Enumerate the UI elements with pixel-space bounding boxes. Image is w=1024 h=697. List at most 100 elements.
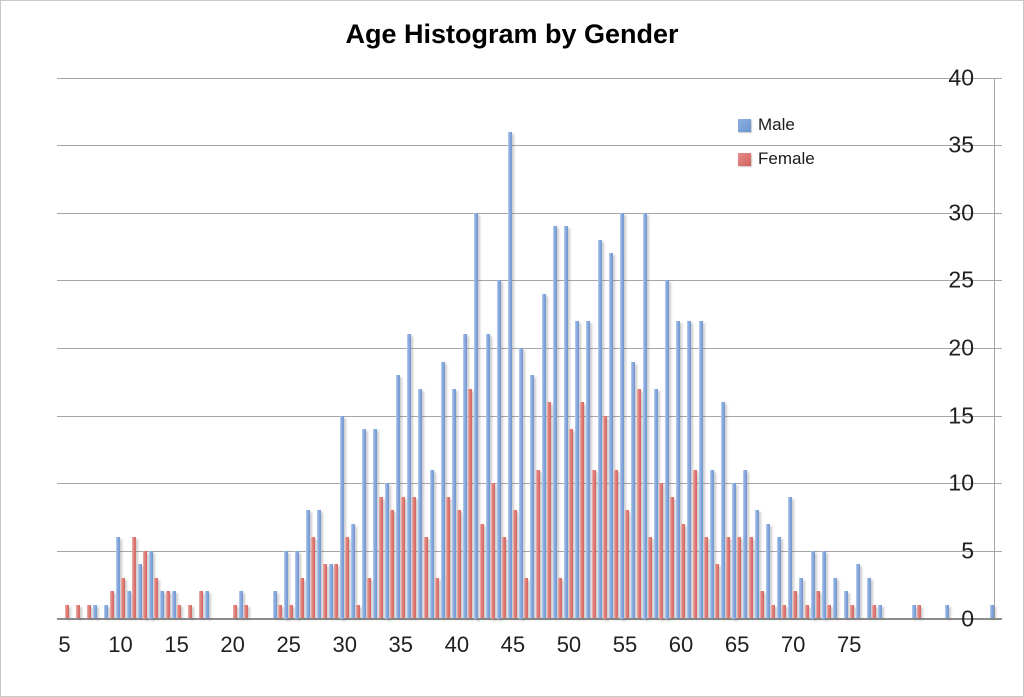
x-tick-label: 50 — [556, 632, 582, 657]
male-bar-age-47 — [530, 375, 534, 619]
female-bar-age-51 — [580, 402, 584, 619]
male-bar-age-76 — [856, 564, 860, 619]
female-bar-age-43 — [491, 483, 495, 619]
legend-item-male: Male — [738, 115, 795, 135]
female-bar-age-62 — [704, 537, 708, 619]
male-bar-age-72 — [811, 550, 815, 619]
female-bar-age-15 — [177, 604, 181, 619]
female-bar-age-57 — [648, 537, 652, 619]
female-bar-age-55 — [625, 510, 629, 619]
female-bar-age-48 — [547, 402, 551, 619]
female-bar-age-44 — [502, 537, 506, 619]
female-bar-age-61 — [693, 469, 697, 619]
female-bar-age-40 — [457, 510, 461, 619]
female-bar-age-35 — [401, 496, 405, 619]
male-bar-age-11 — [127, 591, 131, 619]
gridline — [57, 348, 1002, 349]
male-bar-age-67 — [755, 510, 759, 619]
y-tick-label: 0 — [961, 605, 974, 631]
male-bar-age-44 — [497, 280, 501, 619]
female-bar-age-50 — [569, 429, 573, 619]
male-bar-age-28 — [317, 510, 321, 619]
female-bar-age-63 — [715, 564, 719, 619]
female-bar-age-25 — [289, 604, 293, 619]
male-bar-age-40 — [452, 388, 456, 619]
male-bar-age-37 — [418, 388, 422, 619]
female-bar-age-73 — [827, 604, 831, 619]
x-tick-label: 20 — [220, 632, 245, 657]
female-bar-age-45 — [513, 510, 517, 619]
chart-title: Age Histogram by Gender — [345, 19, 679, 49]
female-bar-age-27 — [311, 537, 315, 619]
male-bar-age-18 — [205, 591, 209, 619]
female-bar-age-67 — [760, 591, 764, 619]
y-tick-label: 20 — [948, 334, 974, 361]
male-bar-age-45 — [508, 131, 512, 619]
male-bar-age-56 — [631, 361, 635, 619]
male-bar-age-59 — [665, 280, 669, 619]
x-tick-label: 30 — [332, 632, 357, 657]
gridline — [57, 483, 1002, 485]
female-legend-swatch-icon — [738, 152, 751, 166]
male-bar-age-34 — [385, 483, 389, 619]
female-bar-age-58 — [659, 483, 663, 619]
gridline — [57, 77, 1002, 79]
male-bar-age-32 — [362, 429, 366, 619]
y-tick-label: 25 — [948, 266, 974, 293]
gridline — [57, 145, 1002, 147]
female-bar-age-70 — [793, 591, 797, 619]
male-bar-age-58 — [654, 388, 658, 619]
female-bar-age-7 — [87, 604, 91, 619]
female-bar-age-37 — [424, 537, 428, 619]
gridline — [57, 550, 1002, 552]
female-bar-age-42 — [480, 523, 484, 619]
y-tick-label: 15 — [948, 402, 974, 429]
male-bar-age-9 — [104, 604, 108, 619]
male-bar-age-13 — [149, 550, 153, 619]
male-bar-age-42 — [474, 212, 478, 619]
male-bar-age-74 — [833, 577, 837, 619]
male-bar-age-12 — [138, 564, 142, 619]
x-tick-label: 15 — [164, 632, 189, 657]
male-bar-age-66 — [743, 469, 747, 619]
female-bar-age-11 — [132, 537, 136, 619]
female-bar-age-13 — [154, 577, 158, 619]
male-bar-age-69 — [777, 537, 781, 619]
male-bar-age-24 — [273, 591, 277, 619]
male-bar-age-60 — [676, 320, 680, 619]
male-bar-age-8 — [93, 604, 97, 619]
female-bar-age-24 — [278, 604, 282, 619]
female-bar-age-54 — [614, 469, 618, 619]
female-bar-age-30 — [345, 537, 349, 619]
male-bar-age-33 — [373, 429, 377, 619]
female-bar-age-81 — [917, 604, 921, 619]
male-bar-age-88 — [990, 604, 994, 619]
x-tick-label: 35 — [388, 632, 414, 657]
female-bar-age-17 — [199, 591, 203, 619]
female-bar-age-49 — [558, 577, 562, 619]
female-bar-age-72 — [816, 591, 820, 619]
male-bar-age-43 — [486, 334, 490, 619]
male-bar-age-71 — [799, 577, 803, 619]
female-bar-age-39 — [446, 496, 450, 619]
female-bar-age-29 — [334, 564, 338, 619]
male-bar-age-49 — [553, 226, 557, 619]
x-tick-label: 10 — [108, 632, 133, 657]
gridline — [57, 280, 1002, 282]
male-bar-age-64 — [721, 402, 725, 619]
female-bar-age-38 — [435, 577, 439, 619]
female-bar-age-53 — [603, 415, 607, 619]
male-bar-age-75 — [844, 591, 848, 619]
male-bar-age-57 — [643, 212, 647, 619]
female-bar-age-28 — [323, 564, 327, 619]
female-bar-age-33 — [379, 496, 383, 619]
female-bar-age-75 — [850, 604, 854, 619]
female-bar-age-21 — [244, 604, 248, 619]
female-bar-age-52 — [592, 469, 596, 619]
male-bar-age-26 — [295, 550, 299, 619]
x-tick-label: 40 — [444, 632, 470, 657]
male-legend-swatch-icon — [738, 118, 751, 132]
female-bar-age-10 — [121, 577, 125, 619]
y-tick-label: 35 — [948, 131, 974, 158]
x-tick-label: 25 — [276, 632, 301, 657]
